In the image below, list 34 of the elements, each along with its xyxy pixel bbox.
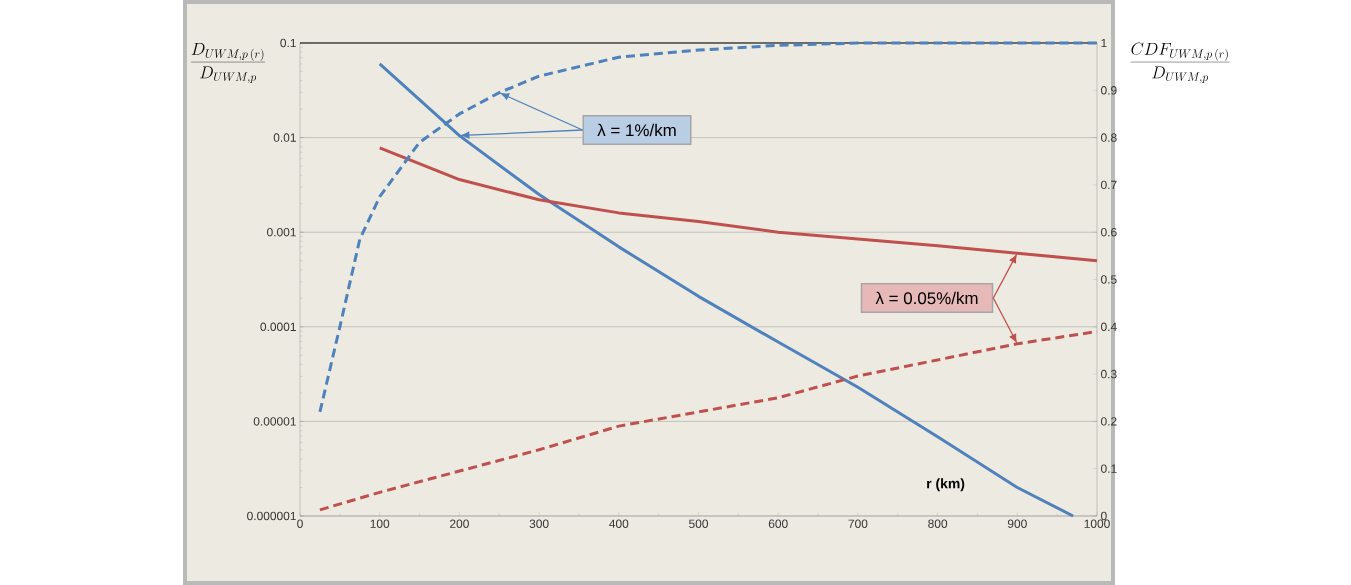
y2-tick-label: 0.7 [1101, 180, 1117, 190]
x-tick-label: 400 [609, 519, 629, 528]
y2-tick-label: 0.9 [1101, 86, 1117, 95]
x-tick-label: 800 [928, 519, 948, 528]
x-tick-label: 200 [450, 519, 469, 528]
y-tick-label: 0.000001 [247, 511, 296, 521]
y-tick-label: 0.001 [267, 227, 296, 237]
x-tick-label: 0 [297, 519, 303, 528]
y-tick-label: 0.00001 [253, 417, 296, 426]
x-tick-label: 1000 [1084, 519, 1110, 528]
y2-tick-label: 0.2 [1101, 417, 1117, 426]
x-tick-label: 600 [768, 519, 788, 528]
annotation: λ = 0.05%/km [875, 291, 978, 305]
x-axis-title: r (km) [927, 478, 965, 492]
y2-tick-label: 0.5 [1101, 275, 1117, 284]
y2-tick-label: 0.1 [1101, 464, 1117, 473]
line-series [378, 146, 1099, 263]
annotation: λ = 1%/km [597, 123, 676, 137]
y-tick-label: 0.01 [273, 133, 296, 142]
y-axis-title: $\frac{D_{UWM,p\,(r)}}{D_{UWM,p}}$ [190, 42, 266, 84]
y2-tick-label: 0.3 [1101, 369, 1117, 379]
y2-tick-label: 0.6 [1101, 227, 1117, 237]
x-tick-label: 500 [689, 519, 709, 528]
x-tick-label: 900 [1007, 519, 1027, 528]
y2-tick-label: 0 [1101, 511, 1107, 521]
y2-axis-title: $\frac{CDF_{UWM,p\,(r)}}{D_{UWM,p}}$ [1130, 42, 1230, 84]
x-tick-label: 700 [848, 519, 868, 528]
x-tick-label: 300 [529, 519, 549, 528]
x-tick-label: 100 [370, 519, 390, 528]
y2-tick-label: 0.4 [1101, 322, 1117, 332]
y-tick-label: 0.0001 [260, 322, 296, 332]
y-tick-label: 0.1 [280, 38, 296, 48]
y2-tick-label: 1 [1101, 38, 1107, 48]
y2-tick-label: 0.8 [1101, 133, 1117, 142]
